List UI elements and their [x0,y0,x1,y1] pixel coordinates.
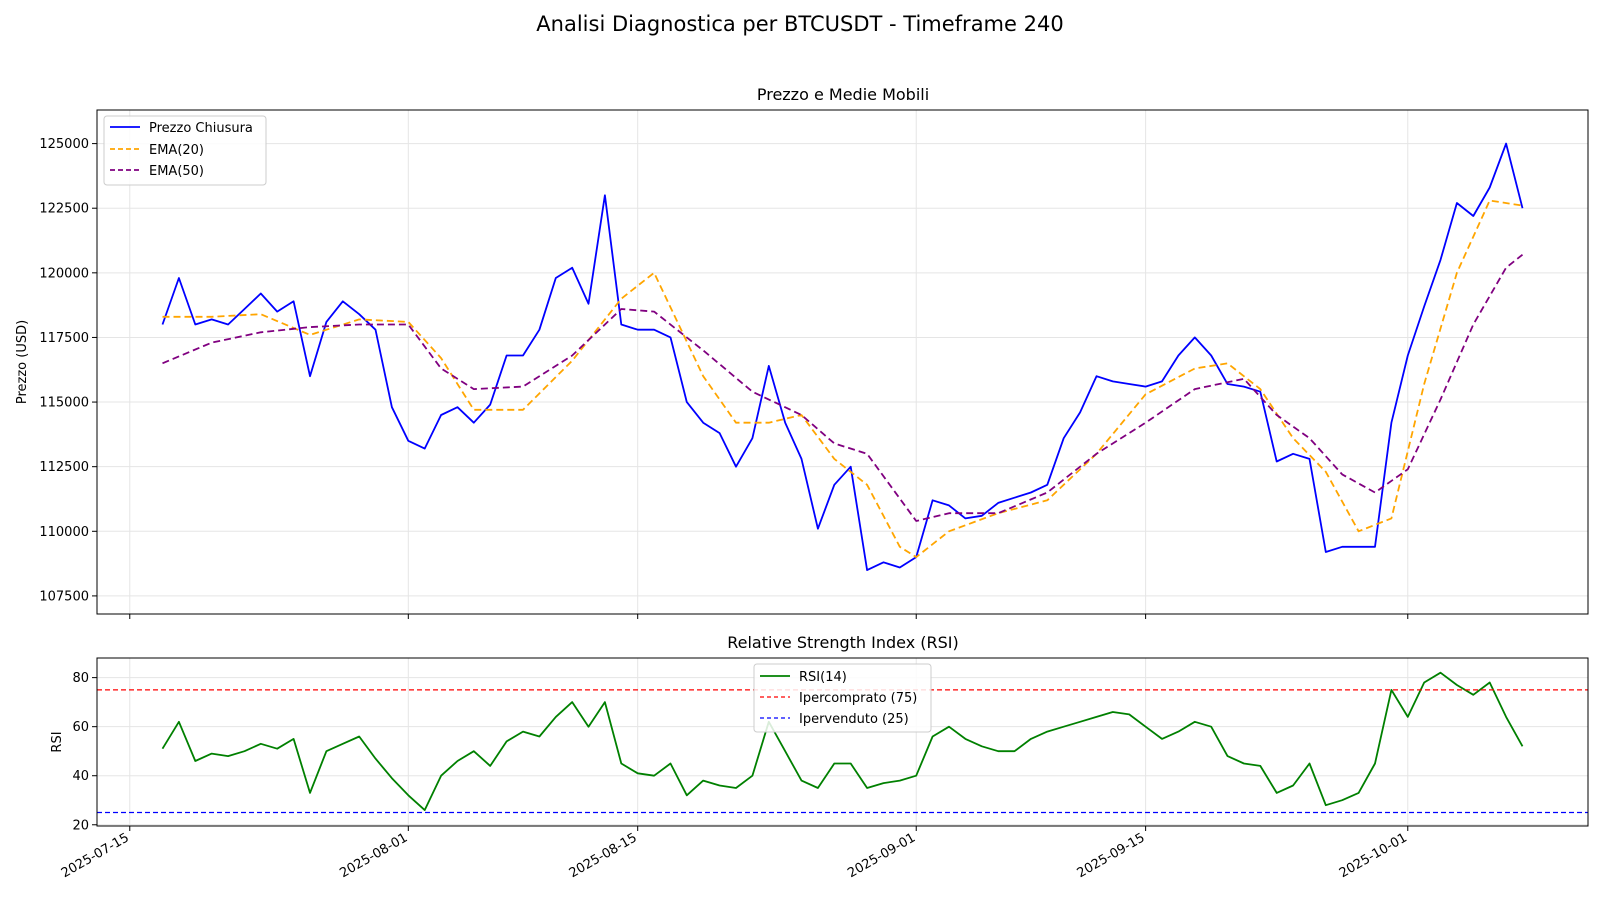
rsi-14-line [161,671,1524,811]
x-tick-label: 2025-08-01 [337,830,410,881]
prezzo-chiusura-line [161,142,1524,571]
rsi-panel-frame [96,657,1589,827]
legend-overbought-label: Ipercomprato (75) [799,691,917,706]
rsi-y-label: RSI [50,731,65,752]
price-axis: 107500 110000 112500 115000 117500 120000 1225… [39,137,1409,619]
x-tick-label: 2025-08-15 [567,830,640,881]
rsi-panel-title: Relative Strength Index (RSI) [727,633,959,652]
price-tick-label: 115000 [39,396,89,411]
price-y-label: Prezzo (USD) [15,320,30,404]
rsi-tick-label: 80 [72,671,89,686]
price-panel-frame [96,109,1589,615]
x-tick-label: 2025-07-15 [59,830,132,881]
price-tick-label: 117500 [39,331,89,346]
price-tick-label: 120000 [39,266,89,281]
price-tick-label: 112500 [39,460,89,475]
legend-ema50-label: EMA(50) [149,164,204,179]
rsi-tick-label: 40 [72,769,89,784]
rsi-legend: RSI(14) Ipercomprato (75) Ipervenduto (2… [753,663,932,733]
rsi-tick-label: 20 [72,818,89,833]
legend-oversold-label: Ipervenduto (25) [799,712,909,727]
price-legend: Prezzo Chiusura EMA(20) EMA(50) [103,115,267,186]
legend-rsi-label: RSI(14) [799,670,847,685]
x-tick-label: 2025-09-15 [1075,830,1148,881]
rsi-axis: 20 40 60 80 [72,671,1409,833]
price-tick-label: 125000 [39,137,89,152]
price-grid [97,110,1588,614]
ema-50-line [162,253,1524,522]
price-panel [161,142,1524,571]
price-tick-label: 107500 [39,589,89,604]
x-axis: 2025-07-15 2025-08-01 2025-08-15 2025-09-01… [59,830,1410,881]
x-tick-label: 2025-10-01 [1337,830,1410,881]
price-tick-label: 110000 [39,525,89,540]
legend-ema20-label: EMA(20) [149,143,204,158]
x-tick-label: 2025-09-01 [845,830,918,881]
price-tick-label: 122500 [39,202,89,217]
figure-title: Analisi Diagnostica per BTCUSDT - Timefr… [536,12,1064,36]
rsi-tick-label: 60 [72,720,89,735]
legend-price-label: Prezzo Chiusura [149,121,253,136]
ema-20-line [162,199,1523,558]
price-panel-title: Prezzo e Medie Mobili [757,85,929,104]
